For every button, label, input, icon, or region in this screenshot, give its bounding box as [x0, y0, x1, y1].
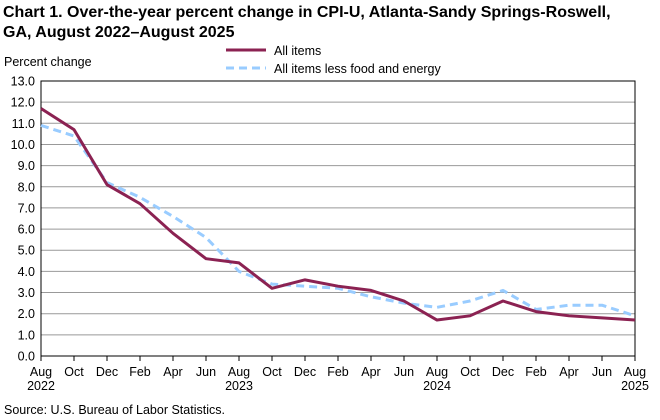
- x-tick-label-3: Feb: [129, 365, 151, 379]
- x-year-label-2024: 2024: [423, 379, 451, 393]
- legend-label-all-items-less-food-and-energy: All items less food and energy: [274, 62, 442, 76]
- legend: All items All items less food and energy: [226, 44, 442, 76]
- x-year-label-2022: 2022: [27, 379, 55, 393]
- x-tick-label-5: Jun: [196, 365, 216, 379]
- x-tick-label-16: Apr: [559, 365, 578, 379]
- legend-label-all-items: All items: [274, 44, 321, 58]
- y-tick-label-6.0: 6.0: [18, 223, 35, 237]
- x-tick-labels: Aug Oct Dec Feb Apr Jun Aug Oct Dec Feb Apr Jun Aug O…: [27, 365, 649, 393]
- y-tick-label-8.0: 8.0: [18, 180, 35, 194]
- plot-frame: [40, 80, 636, 357]
- series-lines: [40, 107, 636, 322]
- x-tick-label-7: Oct: [262, 365, 282, 379]
- y-tick-label-9.0: 9.0: [18, 159, 35, 173]
- x-year-label-2023: 2023: [225, 379, 253, 393]
- series-line-all-items: [40, 107, 636, 322]
- y-tick-label-5.0: 5.0: [18, 244, 35, 258]
- series-line-all-items-less-food-and-energy: [40, 123, 636, 318]
- x-year-label-2025: 2025: [621, 379, 649, 393]
- x-tick-label-13: Oct: [460, 365, 480, 379]
- y-tick-label-10.0: 10.0: [11, 138, 35, 152]
- gridlines: [41, 80, 635, 336]
- y-axis-label: Percent change: [4, 55, 92, 69]
- y-tick-label-7.0: 7.0: [18, 201, 35, 215]
- chart-title-line-2: GA, August 2022–August 2025: [3, 24, 235, 41]
- y-tick-label-0.0: 0.0: [18, 350, 35, 364]
- chart-title-line-1: Chart 1. Over-the-year percent change in…: [3, 4, 611, 21]
- x-tick-label-11: Jun: [394, 365, 414, 379]
- source-note: Source: U.S. Bureau of Labor Statistics.: [4, 403, 225, 417]
- x-tick-label-17: Jun: [592, 365, 612, 379]
- chart-title: Chart 1. Over-the-year percent change in…: [3, 3, 653, 43]
- x-tick-label-15: Feb: [525, 365, 547, 379]
- y-tick-labels: 0.0 1.0 2.0 3.0 4.0 5.0 6.0 7.0 8.0 9.0 10.0 11.0 12…: [11, 75, 35, 364]
- x-tick-label-12: Aug: [426, 365, 448, 379]
- y-tick-label-2.0: 2.0: [18, 307, 35, 321]
- y-tick-label-13.0: 13.0: [11, 75, 35, 89]
- axes: [40, 80, 636, 361]
- y-tick-label-12.0: 12.0: [11, 96, 35, 110]
- x-tick-label-9: Feb: [327, 365, 349, 379]
- x-tick-label-2: Dec: [96, 365, 118, 379]
- x-tick-label-6: Aug: [228, 365, 250, 379]
- x-tick-label-4: Apr: [163, 365, 182, 379]
- x-tick-label-1: Oct: [64, 365, 84, 379]
- x-tick-label-14: Dec: [492, 365, 514, 379]
- y-tick-label-1.0: 1.0: [18, 328, 35, 342]
- y-tick-label-4.0: 4.0: [18, 265, 35, 279]
- x-tick-label-18: Aug: [624, 365, 646, 379]
- y-tick-label-11.0: 11.0: [12, 117, 35, 131]
- x-tick-label-10: Apr: [361, 365, 380, 379]
- x-tick-label-8: Dec: [294, 365, 316, 379]
- x-tick-label-0: Aug: [30, 365, 52, 379]
- y-tick-label-3.0: 3.0: [18, 286, 35, 300]
